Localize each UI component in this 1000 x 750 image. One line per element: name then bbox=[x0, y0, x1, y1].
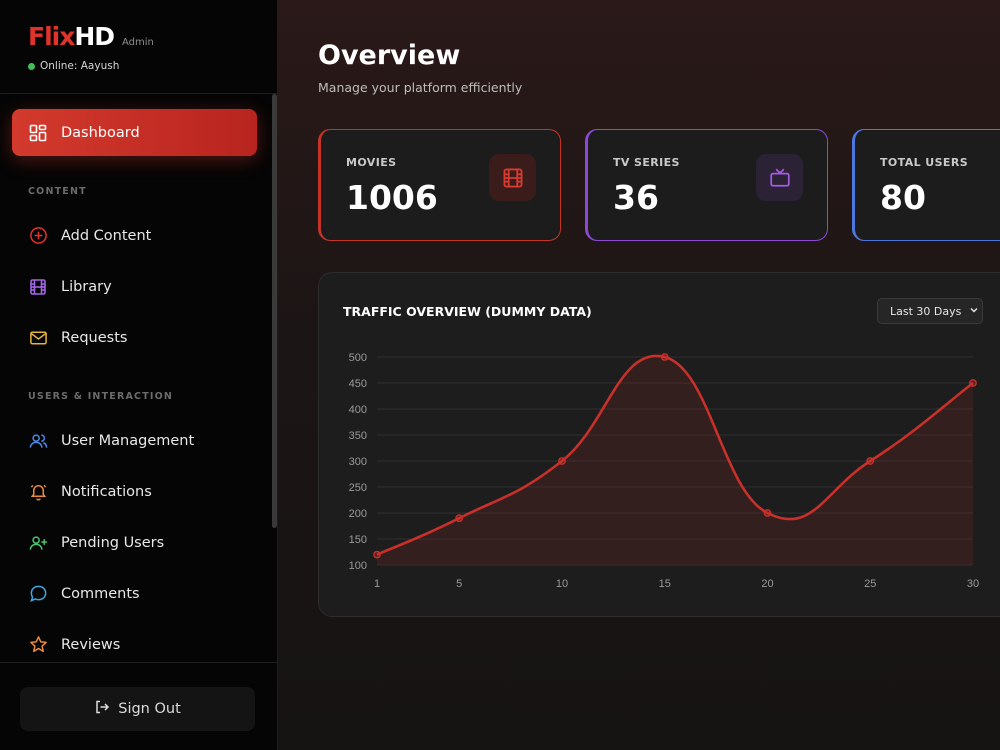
stat-value: 1006 bbox=[346, 178, 438, 217]
x-tick-label: 25 bbox=[864, 578, 876, 590]
admin-badge: Admin bbox=[122, 37, 154, 48]
mail-icon bbox=[28, 328, 48, 348]
users-icon bbox=[28, 431, 48, 451]
y-tick-label: 150 bbox=[349, 534, 367, 546]
stat-value: 80 bbox=[880, 178, 926, 217]
y-tick-label: 450 bbox=[349, 378, 367, 390]
signout-area: Sign Out bbox=[0, 662, 278, 750]
data-point bbox=[866, 457, 875, 465]
sign-out-label: Sign Out bbox=[118, 701, 181, 717]
series-area bbox=[377, 355, 973, 565]
sidebar-item-pending-users[interactable]: Pending Users bbox=[12, 519, 257, 566]
sidebar: FlixHD Admin Online: Aayush Dashboard CO… bbox=[0, 0, 278, 750]
sidebar-item-label: Dashboard bbox=[61, 124, 140, 141]
tv-icon bbox=[756, 154, 803, 201]
sidebar-item-label: Library bbox=[61, 278, 112, 295]
sidebar-nav: Dashboard CONTENT Add Content Library bbox=[0, 94, 278, 662]
sidebar-item-label: Add Content bbox=[61, 227, 152, 244]
x-tick-label: 30 bbox=[967, 578, 979, 590]
sidebar-item-requests[interactable]: Requests bbox=[12, 314, 257, 361]
y-tick-label: 350 bbox=[349, 430, 367, 442]
sidebar-item-library[interactable]: Library bbox=[12, 263, 257, 310]
plus-circle-icon bbox=[28, 226, 48, 246]
data-point bbox=[558, 457, 566, 465]
x-tick-label: 15 bbox=[659, 578, 671, 590]
stat-label: TV SERIES bbox=[613, 156, 680, 169]
brand-area: FlixHD Admin Online: Aayush bbox=[0, 0, 278, 94]
bell-icon bbox=[28, 482, 48, 502]
logo-part-hd: HD bbox=[74, 22, 115, 51]
comment-icon bbox=[28, 584, 48, 604]
x-tick-label: 1 bbox=[374, 578, 380, 590]
date-range-value: Last 30 Days bbox=[890, 304, 962, 318]
online-status: Online: Aayush bbox=[28, 60, 119, 72]
user-plus-icon bbox=[28, 533, 48, 553]
page-subtitle: Manage your platform efficiently bbox=[318, 80, 523, 95]
stat-card-tv-series[interactable]: TV SERIES 36 bbox=[585, 129, 828, 241]
sidebar-item-label: Requests bbox=[61, 329, 128, 346]
date-range-select[interactable]: Last 30 Days bbox=[877, 298, 983, 324]
main-content: Overview Manage your platform efficientl… bbox=[278, 0, 1000, 750]
sidebar-item-user-management[interactable]: User Management bbox=[12, 417, 257, 464]
y-tick-label: 100 bbox=[349, 560, 367, 572]
stat-label: MOVIES bbox=[346, 156, 397, 169]
online-status-text: Online: Aayush bbox=[40, 60, 120, 72]
logo-part-flix: Flix bbox=[28, 22, 75, 51]
sign-out-button[interactable]: Sign Out bbox=[20, 687, 255, 731]
sidebar-item-label: Notifications bbox=[61, 483, 152, 500]
data-point bbox=[763, 509, 772, 517]
nav-section-users: USERS & INTERACTION bbox=[28, 391, 174, 402]
x-tick-label: 20 bbox=[761, 578, 773, 590]
data-point bbox=[660, 353, 669, 361]
sidebar-item-label: Pending Users bbox=[61, 534, 165, 551]
y-tick-label: 250 bbox=[349, 482, 367, 494]
data-point bbox=[969, 379, 977, 387]
sidebar-item-dashboard[interactable]: Dashboard bbox=[12, 109, 257, 156]
y-tick-label: 500 bbox=[349, 352, 367, 364]
sidebar-item-label: User Management bbox=[61, 432, 195, 449]
x-tick-label: 5 bbox=[456, 578, 462, 590]
sidebar-scrollbar[interactable] bbox=[272, 94, 277, 528]
page-title: Overview bbox=[318, 40, 461, 71]
sidebar-item-reviews[interactable]: Reviews bbox=[12, 621, 257, 662]
sidebar-item-notifications[interactable]: Notifications bbox=[12, 468, 257, 515]
chart-title: TRAFFIC OVERVIEW (DUMMY DATA) bbox=[343, 304, 592, 319]
sidebar-item-add-content[interactable]: Add Content bbox=[12, 212, 257, 259]
y-tick-label: 300 bbox=[349, 456, 367, 468]
nav-section-content: CONTENT bbox=[28, 186, 87, 197]
series-line bbox=[376, 354, 974, 556]
stat-label: TOTAL USERS bbox=[880, 156, 969, 169]
sign-out-icon bbox=[94, 699, 110, 719]
star-icon bbox=[28, 635, 48, 655]
x-tick-label: 10 bbox=[556, 578, 568, 590]
logo[interactable]: FlixHD bbox=[28, 22, 115, 51]
dashboard-grid-icon bbox=[28, 123, 48, 143]
data-point bbox=[373, 550, 381, 559]
sidebar-item-label: Comments bbox=[61, 585, 140, 602]
data-point bbox=[455, 514, 464, 523]
film-icon bbox=[28, 277, 48, 297]
sidebar-item-label: Reviews bbox=[61, 636, 121, 653]
stat-card-movies[interactable]: MOVIES 1006 bbox=[318, 129, 561, 241]
y-tick-label: 200 bbox=[349, 508, 367, 520]
traffic-chart-card: TRAFFIC OVERVIEW (DUMMY DATA) Last 30 Da… bbox=[318, 272, 1000, 617]
online-dot-icon bbox=[28, 62, 35, 70]
y-tick-label: 400 bbox=[349, 404, 367, 416]
stat-card-total-users[interactable]: TOTAL USERS 80 bbox=[852, 129, 1000, 241]
chevron-down-icon bbox=[969, 305, 979, 318]
stat-value: 36 bbox=[613, 178, 659, 217]
sidebar-item-comments[interactable]: Comments bbox=[12, 570, 257, 617]
film-icon bbox=[489, 154, 536, 201]
